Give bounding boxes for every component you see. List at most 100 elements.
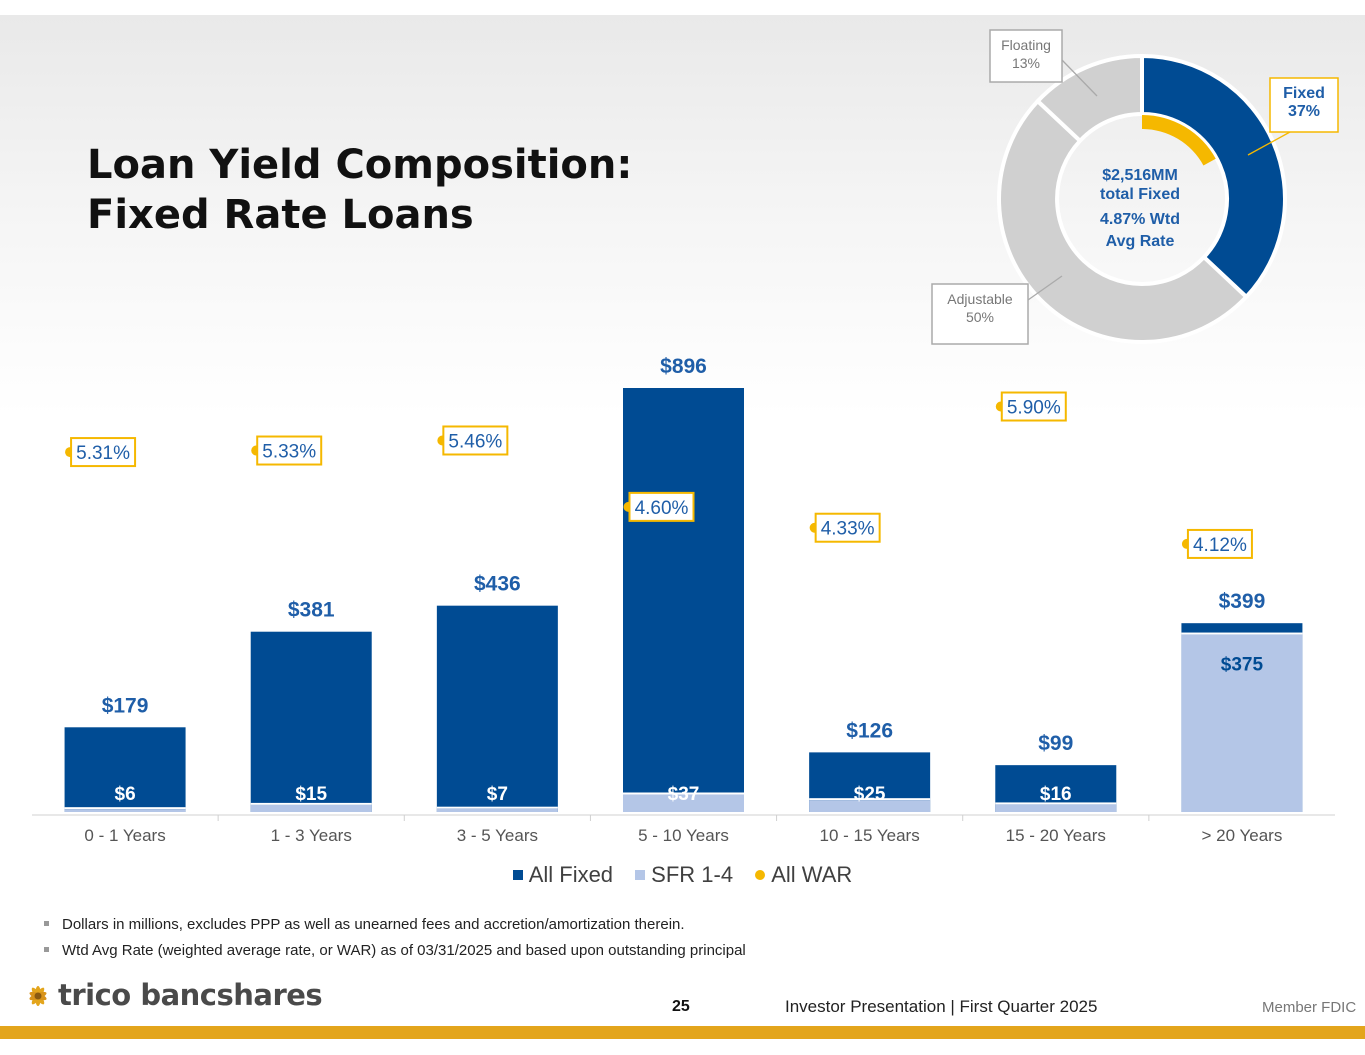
page-title: Loan Yield Composition: Fixed Rate Loans — [87, 140, 632, 240]
bar-separator — [623, 792, 744, 795]
war-label: 5.33% — [262, 442, 316, 463]
bullet-icon — [44, 947, 49, 952]
donut-center-text: $2,516MM — [1102, 167, 1178, 184]
bar-separator — [250, 802, 372, 805]
page-number: 25 — [672, 998, 690, 1015]
loan-maturity-bar-chart: 0 - 1 Years $179 $6 5.31% 1 - 3 Years $381 $15… — [32, 29, 1339, 845]
callout-floating-box — [989, 29, 1063, 83]
bar-sfr — [64, 809, 186, 812]
data-label-sfr: $37 — [668, 784, 700, 805]
callout-adjustable-text: Adjustable — [947, 291, 1013, 307]
donut-center-text: Avg Rate — [1106, 233, 1175, 250]
war-label: 5.46% — [448, 431, 502, 452]
x-tick-label: > 20 Years — [1202, 826, 1283, 845]
callout-adjustable-box — [931, 283, 1029, 345]
x-tick-label: 0 - 1 Years — [84, 826, 165, 845]
bar-all-fixed — [250, 631, 372, 812]
bar-all-fixed — [436, 605, 558, 812]
callout-fixed-text: 37% — [1288, 103, 1320, 120]
data-label-sfr: $375 — [1221, 655, 1264, 676]
footnotes: Dollars in millions, excludes PPP as wel… — [44, 912, 746, 964]
callout-fixed-box — [1269, 77, 1339, 133]
chart-legend: All Fixed SFR 1-4 All WAR — [0, 862, 1365, 888]
donut-inner-war-arc — [1142, 115, 1216, 166]
bar-sfr — [1181, 634, 1303, 812]
war-label-box — [1000, 391, 1067, 422]
legend-swatch-war — [755, 870, 766, 880]
data-label-all-fixed: $179 — [102, 694, 149, 717]
callout-fixed-text: Fixed — [1283, 85, 1325, 102]
bar-sfr — [623, 794, 744, 812]
callout-floating-leader-line — [1061, 59, 1098, 97]
bottom-accent-bar — [0, 1026, 1365, 1039]
donut-slice-adjustable — [997, 98, 1250, 344]
callout-fixed-leader-line — [1247, 131, 1291, 156]
presentation-title: Investor Presentation | First Quarter 20… — [785, 997, 1098, 1016]
donut-slice-fixed — [1140, 53, 1287, 300]
donut-center-text: 4.87% Wtd — [1100, 211, 1180, 228]
footnote-item: Dollars in millions, excludes PPP as wel… — [44, 912, 746, 938]
data-label-sfr: $6 — [115, 784, 136, 805]
footnote-text: Wtd Avg Rate (weighted average rate, or … — [62, 942, 746, 959]
bar-separator — [809, 798, 931, 801]
war-label: 4.60% — [635, 498, 689, 519]
data-label-all-fixed: $381 — [288, 599, 335, 622]
data-label-all-fixed: $399 — [1219, 590, 1266, 613]
data-label-sfr: $7 — [487, 784, 508, 805]
war-label: 4.12% — [1193, 535, 1247, 556]
war-label: 4.33% — [821, 519, 875, 540]
war-label: 5.31% — [76, 443, 130, 464]
brand-name: trico bancshares — [58, 978, 323, 1012]
bar-all-fixed — [64, 727, 186, 812]
bar-all-fixed — [623, 388, 744, 812]
company-logo: trico bancshares — [24, 978, 323, 1012]
x-tick-label: 3 - 5 Years — [457, 826, 538, 845]
war-label-box — [442, 425, 509, 456]
sunflower-logo-icon — [29, 986, 47, 1006]
x-tick-label: 15 - 20 Years — [1006, 826, 1106, 845]
legend-swatch-all-fixed — [512, 870, 523, 880]
data-label-sfr: $25 — [854, 784, 886, 805]
x-tick-label: 10 - 15 Years — [820, 826, 920, 845]
bar-sfr — [995, 804, 1117, 812]
legend-label-war: All WAR — [771, 862, 853, 887]
x-tick-label: 5 - 10 Years — [638, 826, 729, 845]
war-label-box — [1186, 528, 1253, 559]
member-fdic: Member FDIC — [1262, 999, 1357, 1016]
callout-floating-text: 13% — [1012, 55, 1040, 71]
title-line-2: Fixed Rate Loans — [87, 192, 474, 238]
data-label-all-fixed: $436 — [474, 573, 521, 596]
data-label-sfr: $16 — [1040, 784, 1072, 805]
bar-separator — [64, 807, 186, 810]
legend-item-all-fixed: All Fixed — [512, 862, 614, 888]
war-label-box — [628, 491, 695, 522]
data-label-sfr: $15 — [295, 784, 327, 805]
data-label-all-fixed: $126 — [846, 719, 893, 742]
x-tick-label: 1 - 3 Years — [271, 826, 352, 845]
data-label-all-fixed: $896 — [660, 355, 707, 378]
callout-floating-text: Floating — [1001, 37, 1051, 53]
bullet-icon — [44, 921, 49, 926]
bar-separator — [436, 806, 558, 809]
legend-label-all-fixed: All Fixed — [528, 862, 614, 887]
legend-label-sfr: SFR 1-4 — [651, 862, 734, 887]
war-label: 5.90% — [1007, 398, 1061, 419]
bar-separator — [995, 802, 1117, 805]
data-label-all-fixed: $99 — [1038, 732, 1073, 755]
callout-adjustable-text: 50% — [966, 309, 994, 325]
title-line-1: Loan Yield Composition: — [87, 142, 633, 188]
bar-separator — [1181, 632, 1303, 635]
war-label-box — [70, 437, 137, 468]
war-label-box — [814, 512, 881, 543]
legend-item-sfr: SFR 1-4 — [635, 862, 733, 888]
footnote-text: Dollars in millions, excludes PPP as wel… — [62, 916, 685, 933]
legend-item-war: All WAR — [755, 862, 852, 888]
bar-sfr — [250, 804, 372, 812]
donut-slice-floating — [1034, 53, 1144, 144]
callout-adjustable-leader-line — [1027, 275, 1063, 301]
footnote-item: Wtd Avg Rate (weighted average rate, or … — [44, 938, 746, 964]
bar-sfr — [809, 800, 931, 812]
bar-sfr — [436, 808, 558, 812]
legend-swatch-sfr — [635, 870, 646, 880]
war-label-box — [256, 435, 323, 466]
